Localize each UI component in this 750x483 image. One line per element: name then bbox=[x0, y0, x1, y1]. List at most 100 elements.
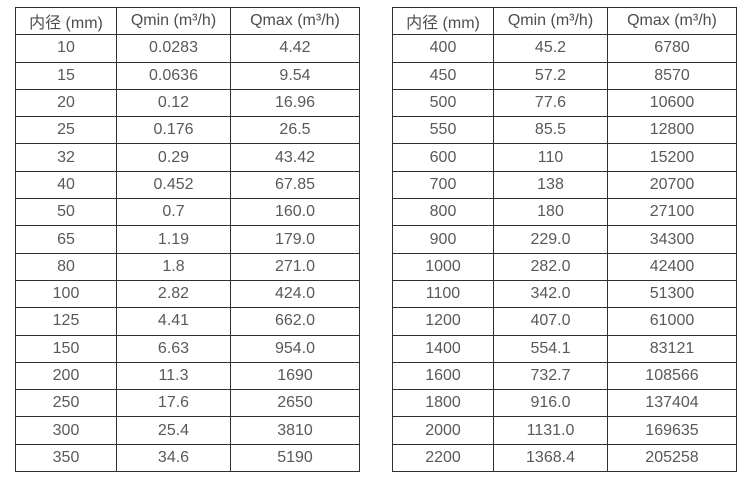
cell: 1600 bbox=[392, 361, 494, 391]
cell: 732.7 bbox=[493, 361, 608, 391]
table-row: 1100 342.0 51300 bbox=[392, 279, 737, 309]
cell: 400 bbox=[392, 34, 494, 63]
cell: 6.63 bbox=[116, 334, 231, 363]
cell: 10600 bbox=[607, 88, 737, 118]
cell: 67.85 bbox=[230, 170, 360, 200]
header-cell: Qmin (m³/h) bbox=[116, 6, 231, 36]
cell: 5190 bbox=[230, 443, 360, 473]
table-row: 200 11.3 1690 bbox=[15, 361, 360, 391]
cell: 80 bbox=[15, 252, 117, 281]
cell: 300 bbox=[15, 416, 117, 445]
cell: 2650 bbox=[230, 389, 360, 418]
cell: 550 bbox=[392, 116, 494, 145]
table-row: 40 0.452 67.85 bbox=[15, 170, 360, 200]
cell: 45.2 bbox=[493, 34, 608, 63]
cell: 407.0 bbox=[493, 307, 608, 336]
cell: 26.5 bbox=[230, 116, 360, 145]
cell: 500 bbox=[392, 88, 494, 118]
cell: 40 bbox=[15, 170, 117, 200]
cell: 137404 bbox=[607, 389, 737, 418]
table-row: 10 0.0283 4.42 bbox=[15, 34, 360, 63]
cell: 700 bbox=[392, 170, 494, 200]
cell: 450 bbox=[392, 61, 494, 90]
table-row: 内径 (mm) Qmin (m³/h) Qmax (m³/h) bbox=[392, 6, 737, 36]
cell: 2000 bbox=[392, 416, 494, 445]
table-row: 25 0.176 26.5 bbox=[15, 116, 360, 145]
cell: 27100 bbox=[607, 198, 737, 227]
cell: 110 bbox=[493, 143, 608, 172]
cell: 43.42 bbox=[230, 143, 360, 172]
cell: 1131.0 bbox=[493, 416, 608, 445]
table-body: 10 0.0283 4.42 15 0.0636 9.54 20 0.12 16.96 25 0.1… bbox=[15, 34, 360, 473]
cell: 205258 bbox=[607, 443, 737, 473]
table-row: 125 4.41 662.0 bbox=[15, 307, 360, 336]
cell: 0.29 bbox=[116, 143, 231, 172]
cell: 169635 bbox=[607, 416, 737, 445]
header-cell: 内径 (mm) bbox=[392, 6, 494, 36]
table-row: 150 6.63 954.0 bbox=[15, 334, 360, 363]
cell: 12800 bbox=[607, 116, 737, 145]
table-header-row: 内径 (mm) Qmin (m³/h) Qmax (m³/h) bbox=[15, 6, 360, 36]
cell: 250 bbox=[15, 389, 117, 418]
cell: 342.0 bbox=[493, 279, 608, 309]
flow-spec-table-small-diameters: 内径 (mm) Qmin (m³/h) Qmax (m³/h) 10 0.0283 4.… bbox=[15, 6, 360, 473]
cell: 179.0 bbox=[230, 225, 360, 254]
cell: 100 bbox=[15, 279, 117, 309]
table-row: 2000 1131.0 169635 bbox=[392, 416, 737, 445]
cell: 25.4 bbox=[116, 416, 231, 445]
table-row: 100 2.82 424.0 bbox=[15, 279, 360, 309]
table-body: 400 45.2 6780 450 57.2 8570 500 77.6 10600 550 85.… bbox=[392, 34, 737, 473]
table-row: 20 0.12 16.96 bbox=[15, 88, 360, 118]
cell: 800 bbox=[392, 198, 494, 227]
cell: 2.82 bbox=[116, 279, 231, 309]
cell: 34.6 bbox=[116, 443, 231, 473]
table-row: 250 17.6 2650 bbox=[15, 389, 360, 418]
cell: 150 bbox=[15, 334, 117, 363]
table-row: 2200 1368.4 205258 bbox=[392, 443, 737, 473]
cell: 0.7 bbox=[116, 198, 231, 227]
cell: 108566 bbox=[607, 361, 737, 391]
cell: 229.0 bbox=[493, 225, 608, 254]
cell: 900 bbox=[392, 225, 494, 254]
table-row: 300 25.4 3810 bbox=[15, 416, 360, 445]
cell: 83121 bbox=[607, 334, 737, 363]
cell: 1368.4 bbox=[493, 443, 608, 473]
table-row: 1400 554.1 83121 bbox=[392, 334, 737, 363]
table-row: 900 229.0 34300 bbox=[392, 225, 737, 254]
cell: 0.0636 bbox=[116, 61, 231, 90]
header-cell: Qmax (m³/h) bbox=[607, 6, 737, 36]
table-row: 700 138 20700 bbox=[392, 170, 737, 200]
cell: 10 bbox=[15, 34, 117, 63]
table-row: 内径 (mm) Qmin (m³/h) Qmax (m³/h) bbox=[15, 6, 360, 36]
cell: 160.0 bbox=[230, 198, 360, 227]
table-row: 50 0.7 160.0 bbox=[15, 198, 360, 227]
cell: 1200 bbox=[392, 307, 494, 336]
cell: 1800 bbox=[392, 389, 494, 418]
cell: 1690 bbox=[230, 361, 360, 391]
header-cell: 内径 (mm) bbox=[15, 6, 117, 36]
cell: 50 bbox=[15, 198, 117, 227]
table-row: 800 180 27100 bbox=[392, 198, 737, 227]
cell: 350 bbox=[15, 443, 117, 473]
cell: 138 bbox=[493, 170, 608, 200]
cell: 20700 bbox=[607, 170, 737, 200]
cell: 1400 bbox=[392, 334, 494, 363]
cell: 15200 bbox=[607, 143, 737, 172]
table-row: 1200 407.0 61000 bbox=[392, 307, 737, 336]
cell: 42400 bbox=[607, 252, 737, 281]
header-cell: Qmin (m³/h) bbox=[493, 6, 608, 36]
table-row: 1600 732.7 108566 bbox=[392, 361, 737, 391]
cell: 954.0 bbox=[230, 334, 360, 363]
cell: 424.0 bbox=[230, 279, 360, 309]
cell: 916.0 bbox=[493, 389, 608, 418]
table-row: 600 110 15200 bbox=[392, 143, 737, 172]
cell: 16.96 bbox=[230, 88, 360, 118]
cell: 15 bbox=[15, 61, 117, 90]
cell: 8570 bbox=[607, 61, 737, 90]
cell: 57.2 bbox=[493, 61, 608, 90]
cell: 554.1 bbox=[493, 334, 608, 363]
cell: 0.176 bbox=[116, 116, 231, 145]
table-row: 32 0.29 43.42 bbox=[15, 143, 360, 172]
table-row: 350 34.6 5190 bbox=[15, 443, 360, 473]
